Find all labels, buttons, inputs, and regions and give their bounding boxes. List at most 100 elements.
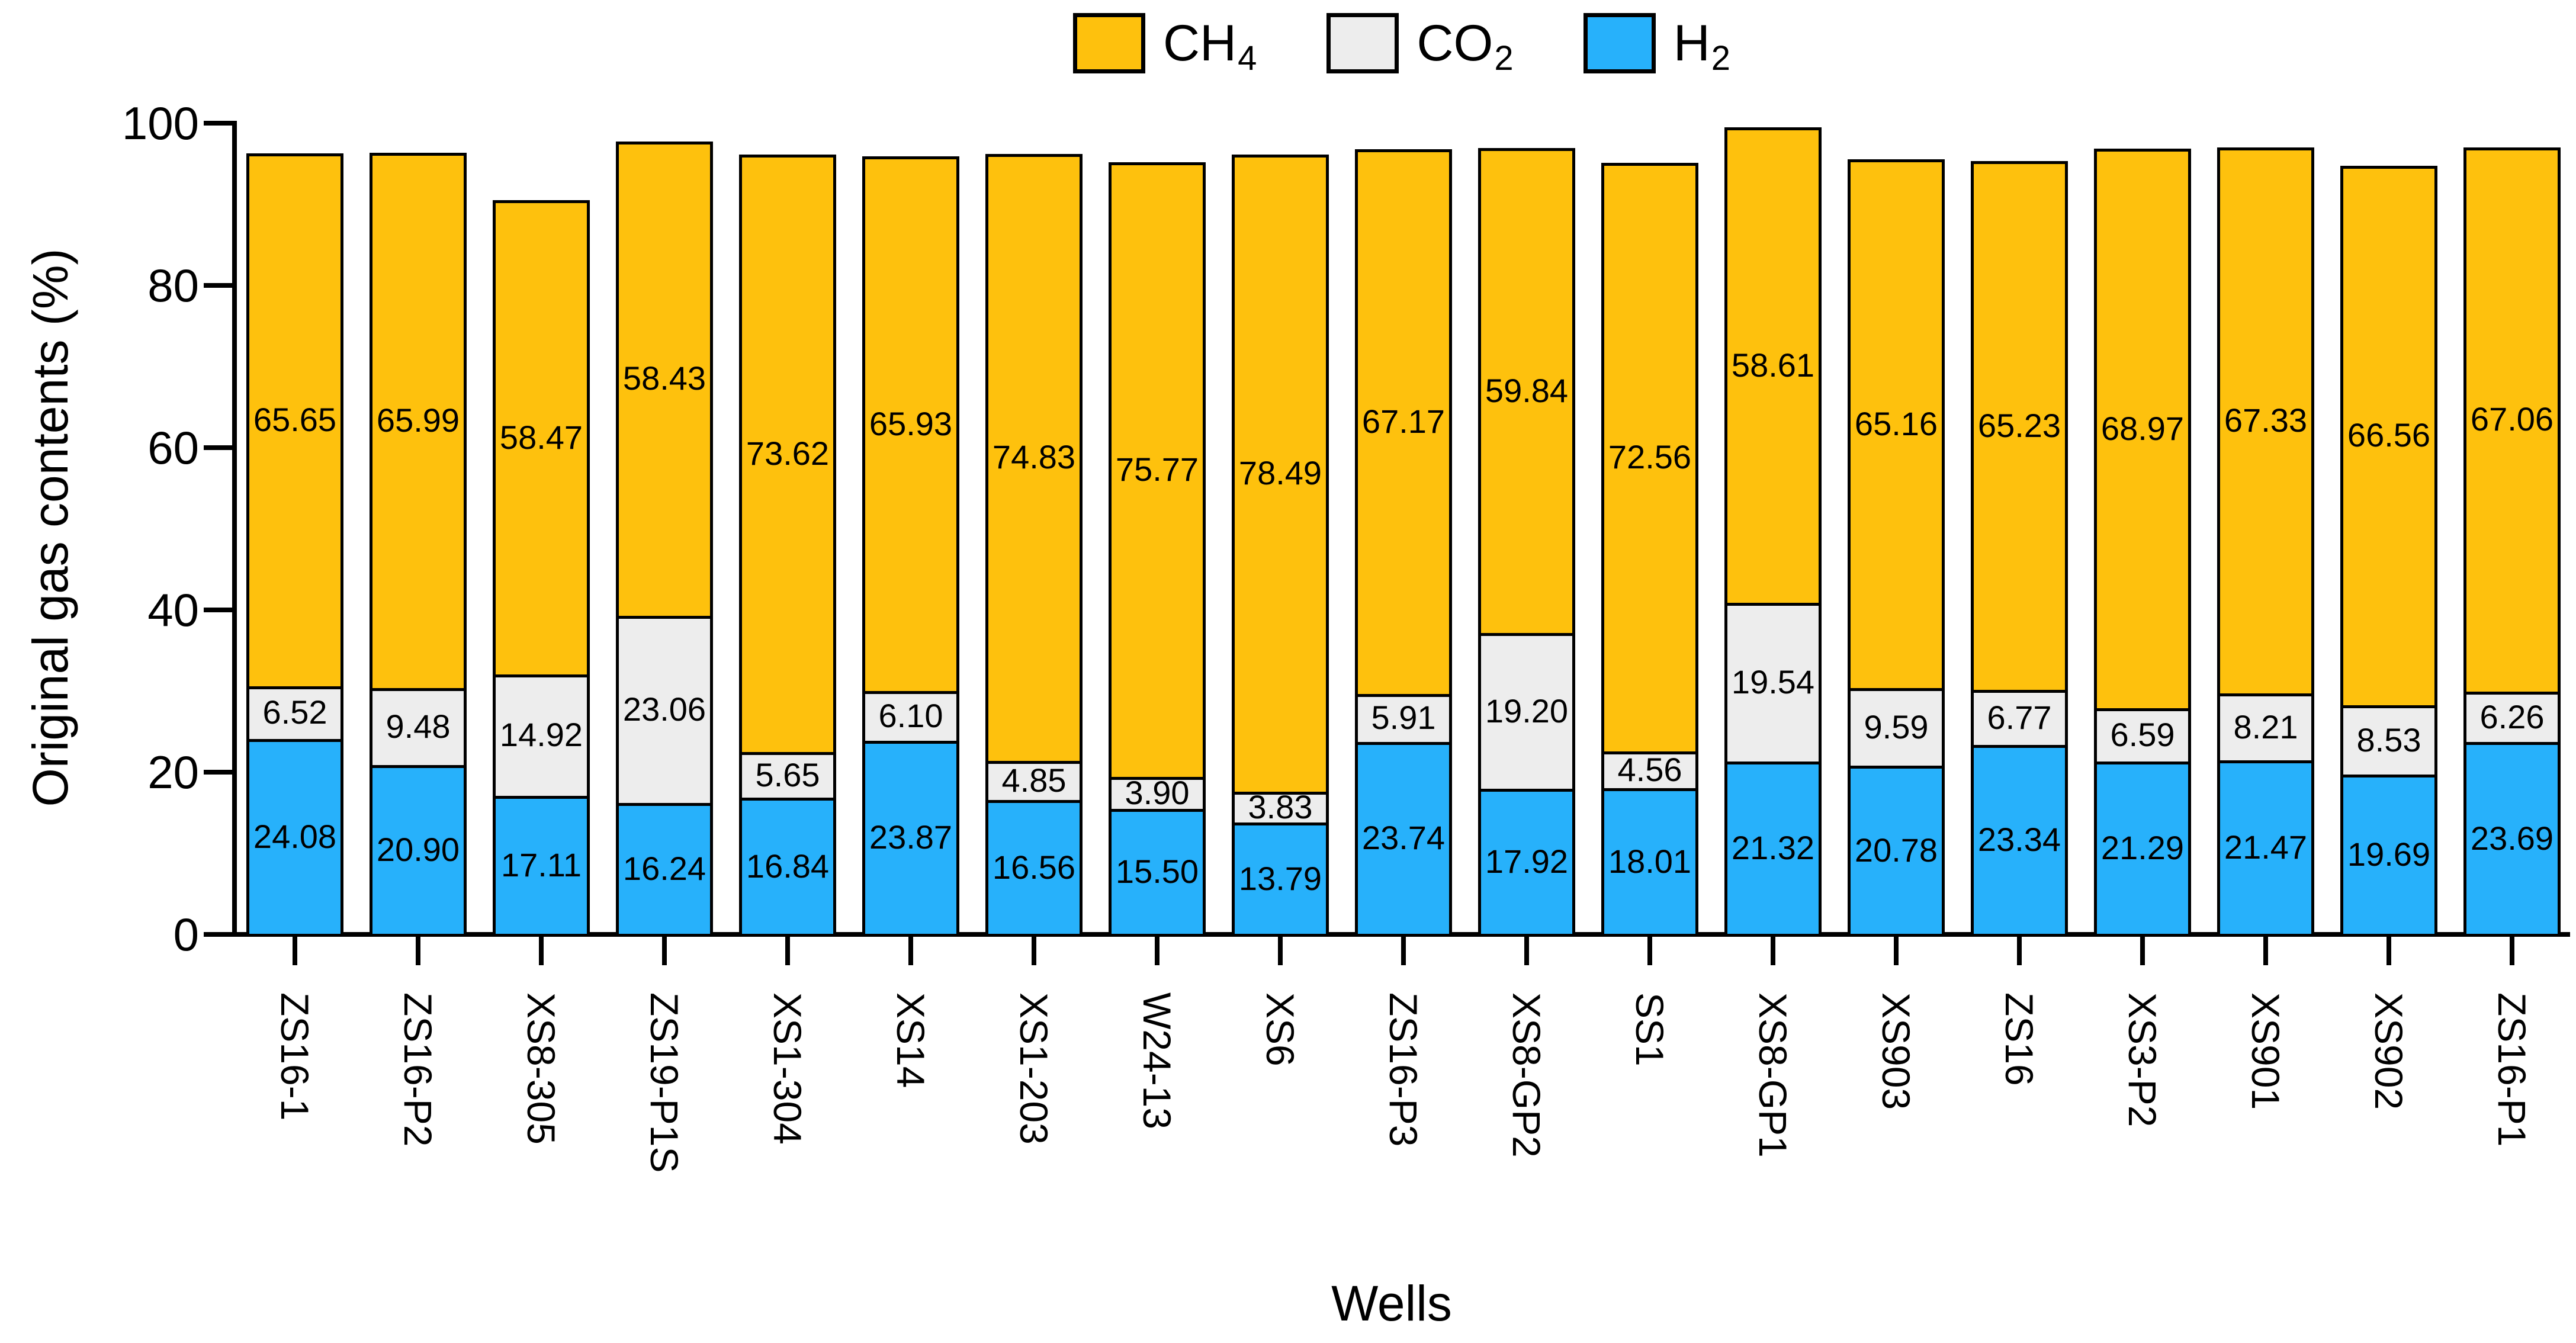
legend-swatch-co2	[1326, 13, 1399, 73]
value-label: 75.77	[1115, 451, 1199, 489]
x-tick	[1032, 937, 1036, 965]
value-label: 78.49	[1238, 454, 1322, 491]
value-label: 23.06	[622, 690, 706, 728]
category-label: XS901	[2244, 992, 2288, 1110]
bar-segment-co2	[2463, 691, 2561, 746]
legend-label-h2-sub: 2	[1711, 39, 1731, 78]
y-tick	[204, 283, 232, 288]
bar-segment-ch4	[739, 155, 836, 755]
y-axis-line	[232, 121, 237, 937]
x-tick	[1401, 937, 1406, 965]
x-tick	[1647, 937, 1652, 965]
bar-segment-co2	[862, 691, 959, 744]
x-tick	[539, 937, 544, 965]
category-label: XS8-GP2	[1505, 992, 1549, 1158]
value-label: 65.93	[869, 404, 953, 442]
category-label: ZS16-P1	[2490, 992, 2534, 1147]
value-label: 23.74	[1361, 819, 1446, 857]
legend-label-ch4-sub: 4	[1238, 39, 1257, 78]
category-label: XS8-GP1	[1751, 992, 1795, 1158]
y-tick-label: 20	[147, 746, 199, 798]
bar-segment-ch4	[1355, 149, 1452, 697]
value-label: 19.69	[2347, 836, 2431, 873]
legend-label-h2: H	[1673, 15, 1710, 72]
bar-segment-h2	[1355, 741, 1452, 937]
bar-segment-ch4	[862, 156, 959, 695]
value-label: 13.79	[1238, 859, 1322, 897]
category-label: XS1-203	[1012, 992, 1056, 1145]
bar-segment-h2	[2094, 762, 2191, 937]
value-label: 17.92	[1485, 843, 1569, 881]
bar-segment-h2	[1724, 761, 1822, 937]
x-tick	[908, 937, 913, 965]
value-label: 67.17	[1361, 402, 1446, 440]
x-tick	[2387, 937, 2391, 965]
category-label: SS1	[1628, 992, 1672, 1066]
value-label: 24.08	[253, 818, 337, 856]
value-label: 17.11	[501, 846, 582, 883]
bar-segment-co2	[1724, 603, 1822, 764]
value-label: 21.29	[2100, 829, 2185, 867]
value-label: 58.43	[622, 359, 706, 397]
x-tick	[1771, 937, 1775, 965]
bar-segment-h2	[985, 800, 1083, 937]
bar-segment-co2	[1848, 687, 1945, 769]
value-label: 23.69	[2470, 819, 2554, 857]
x-tick	[662, 937, 667, 965]
bar-segment-h2	[1601, 788, 1698, 937]
value-label: 19.20	[1485, 692, 1569, 730]
value-label: 4.85	[1001, 761, 1067, 799]
bar-segment-ch4	[1724, 127, 1822, 606]
bar-segment-ch4	[1109, 162, 1206, 780]
x-axis-title: Wells	[1331, 1275, 1452, 1331]
bar-segment-ch4	[2463, 147, 2561, 695]
bar-segment-ch4	[1971, 160, 2068, 693]
bar-segment-ch4	[985, 153, 1083, 764]
bar-segment-co2	[1478, 633, 1575, 792]
bar-segment-h2	[370, 764, 467, 937]
y-tick	[204, 121, 232, 126]
bar-segment-ch4	[2217, 147, 2314, 697]
value-label: 6.26	[2479, 698, 2545, 735]
value-label: 9.59	[1864, 708, 1929, 746]
value-label: 65.99	[376, 401, 460, 439]
value-label: 19.54	[1731, 663, 1815, 701]
legend-item-co2: CO 2	[1326, 13, 1514, 78]
category-label: ZS16-P2	[396, 992, 440, 1147]
bar-segment-ch4	[1601, 162, 1698, 754]
bar-segment-h2	[862, 740, 959, 937]
value-label: 6.77	[1987, 698, 2052, 736]
value-label: 6.52	[262, 693, 327, 731]
value-label: 4.56	[1617, 751, 1682, 789]
bar-segment-ch4	[493, 200, 590, 678]
y-tick	[204, 608, 232, 612]
category-label: XS1-304	[766, 992, 810, 1145]
value-label: 67.06	[2470, 400, 2554, 438]
value-label: 68.97	[2100, 409, 2185, 447]
bar-segment-h2	[493, 795, 590, 937]
category-label: XS14	[889, 992, 933, 1088]
category-label: ZS16-1	[273, 992, 317, 1121]
value-label: 16.56	[992, 848, 1076, 886]
category-label: XS3-P2	[2121, 992, 2164, 1127]
y-tick	[204, 932, 232, 937]
bar-segment-h2	[739, 798, 836, 937]
y-tick-label: 0	[173, 908, 199, 960]
bar-segment-co2	[739, 751, 836, 801]
value-label: 58.61	[1731, 346, 1815, 384]
value-label: 18.01	[1608, 842, 1692, 880]
value-label: 21.47	[2224, 828, 2308, 866]
value-label: 14.92	[499, 716, 583, 754]
bar-segment-h2	[2463, 742, 2561, 937]
x-tick	[293, 937, 297, 965]
bar-segment-co2	[246, 686, 343, 743]
value-label: 5.65	[755, 756, 820, 793]
category-label: ZS19-P1S	[643, 992, 686, 1173]
legend-label-ch4: CH	[1162, 15, 1237, 72]
x-tick	[416, 937, 420, 965]
value-label: 20.90	[376, 830, 460, 868]
y-tick-label: 100	[121, 97, 199, 149]
